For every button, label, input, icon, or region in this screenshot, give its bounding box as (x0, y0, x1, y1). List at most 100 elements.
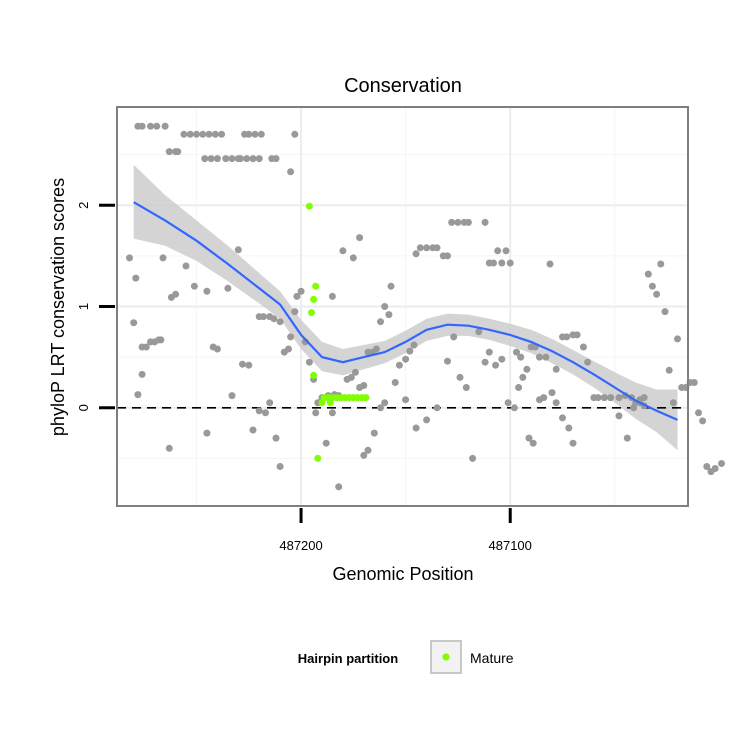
smooth-fit-line (133, 201, 678, 421)
data-point (569, 439, 577, 447)
chart-title: Conservation (344, 75, 462, 97)
data-point (648, 282, 656, 290)
y-axis: 0 1 2 (76, 202, 115, 411)
data-point (234, 246, 242, 254)
data-point (245, 130, 253, 138)
data-point (297, 287, 305, 295)
data-point (699, 417, 707, 425)
data-point (615, 394, 623, 402)
mature-point (310, 371, 318, 379)
data-point (548, 389, 556, 397)
data-point (161, 122, 169, 130)
data-point (147, 122, 154, 130)
data-point (536, 353, 543, 361)
legend-title: Hairpin partition (298, 651, 398, 666)
data-point (416, 244, 424, 252)
y-tick-label: 2 (76, 202, 91, 209)
data-point (630, 404, 638, 412)
data-point (506, 259, 514, 267)
data-point (259, 313, 267, 321)
data-point (228, 155, 236, 163)
data-point (190, 282, 198, 290)
data-point (644, 270, 652, 278)
data-point (349, 254, 357, 262)
data-point (328, 292, 336, 300)
data-point (180, 130, 188, 138)
data-point (464, 218, 472, 226)
data-point (517, 353, 525, 361)
data-point (412, 424, 420, 432)
data-point (385, 311, 393, 319)
data-point (565, 424, 573, 432)
smooth-fit (133, 201, 678, 421)
data-point (573, 331, 581, 339)
mature-point (308, 309, 315, 317)
data-point (395, 361, 403, 369)
data-point (674, 335, 681, 343)
data-point (546, 260, 554, 268)
data-point (218, 130, 226, 138)
data-point (523, 365, 531, 373)
x-tick-label: 487200 (279, 538, 322, 553)
data-point (481, 218, 489, 226)
legend-mature-label: Mature (470, 650, 514, 666)
data-point (444, 252, 451, 260)
data-point (130, 319, 138, 327)
x-tick-label: 487100 (489, 538, 532, 553)
data-point (251, 130, 259, 138)
data-point (213, 345, 221, 353)
legend-mature-marker (442, 653, 450, 661)
data-point (690, 379, 698, 386)
data-point (270, 315, 278, 323)
data-point (203, 429, 211, 437)
data-point (423, 416, 431, 424)
data-point (360, 451, 368, 459)
data-point (222, 155, 230, 163)
data-point (412, 250, 420, 258)
data-point (579, 343, 587, 351)
data-point (494, 247, 502, 255)
data-point (584, 358, 592, 366)
data-point (165, 444, 173, 452)
legend: Hairpin partition Mature (298, 640, 514, 674)
data-point (402, 396, 410, 404)
data-point (563, 333, 571, 341)
data-point (347, 373, 355, 381)
data-point (525, 434, 533, 442)
data-point (615, 412, 623, 420)
data-point (272, 434, 280, 442)
data-point (410, 341, 418, 349)
data-point (703, 463, 711, 470)
data-point (406, 347, 414, 355)
data-point (640, 394, 648, 402)
data-point (711, 465, 719, 472)
y-tick-label: 1 (76, 303, 91, 310)
data-point (328, 409, 336, 417)
data-point (600, 394, 608, 402)
data-point (695, 409, 702, 417)
data-point (172, 290, 180, 298)
data-point (475, 328, 483, 336)
data-point (657, 260, 665, 268)
data-point (450, 333, 458, 341)
data-point (266, 399, 274, 407)
data-point (182, 262, 190, 270)
x-axis: 487200 487100 (279, 508, 532, 553)
data-point (351, 368, 359, 376)
data-point (370, 429, 378, 437)
data-point (193, 130, 200, 138)
mature-point (310, 295, 318, 303)
data-point (490, 259, 497, 267)
data-point (224, 284, 232, 292)
data-point (529, 439, 537, 447)
data-point (186, 130, 194, 138)
data-point (174, 148, 182, 156)
data-point (138, 122, 146, 130)
data-point (285, 345, 292, 353)
data-point (513, 348, 520, 356)
data-point (515, 384, 523, 391)
data-point (502, 247, 510, 255)
data-point (381, 303, 389, 310)
data-point (504, 399, 512, 407)
